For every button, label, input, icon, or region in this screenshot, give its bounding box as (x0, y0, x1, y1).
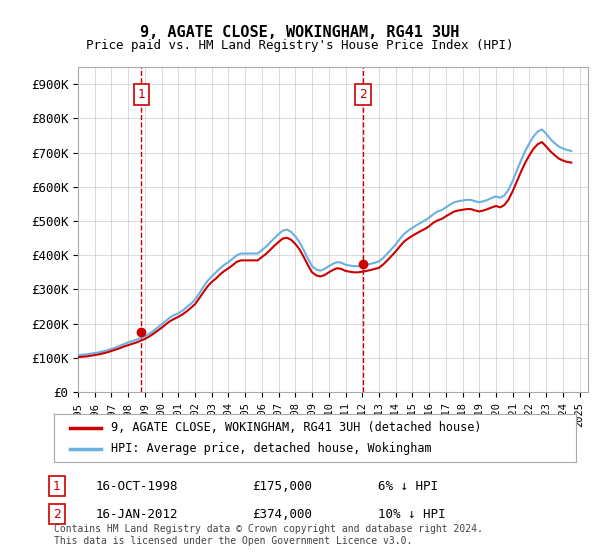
Text: £374,000: £374,000 (252, 507, 312, 521)
Text: Contains HM Land Registry data © Crown copyright and database right 2024.
This d: Contains HM Land Registry data © Crown c… (54, 524, 483, 546)
Text: 9, AGATE CLOSE, WOKINGHAM, RG41 3UH: 9, AGATE CLOSE, WOKINGHAM, RG41 3UH (140, 25, 460, 40)
Text: Price paid vs. HM Land Registry's House Price Index (HPI): Price paid vs. HM Land Registry's House … (86, 39, 514, 52)
Text: 16-OCT-1998: 16-OCT-1998 (96, 479, 179, 493)
Text: 16-JAN-2012: 16-JAN-2012 (96, 507, 179, 521)
Text: 1: 1 (137, 88, 145, 101)
Text: £175,000: £175,000 (252, 479, 312, 493)
Text: 1: 1 (53, 479, 61, 493)
Text: 9, AGATE CLOSE, WOKINGHAM, RG41 3UH (detached house): 9, AGATE CLOSE, WOKINGHAM, RG41 3UH (det… (112, 421, 482, 434)
Text: 2: 2 (53, 507, 61, 521)
Text: HPI: Average price, detached house, Wokingham: HPI: Average price, detached house, Woki… (112, 442, 432, 455)
Text: 6% ↓ HPI: 6% ↓ HPI (378, 479, 438, 493)
Text: 10% ↓ HPI: 10% ↓ HPI (378, 507, 445, 521)
Text: 2: 2 (359, 88, 367, 101)
